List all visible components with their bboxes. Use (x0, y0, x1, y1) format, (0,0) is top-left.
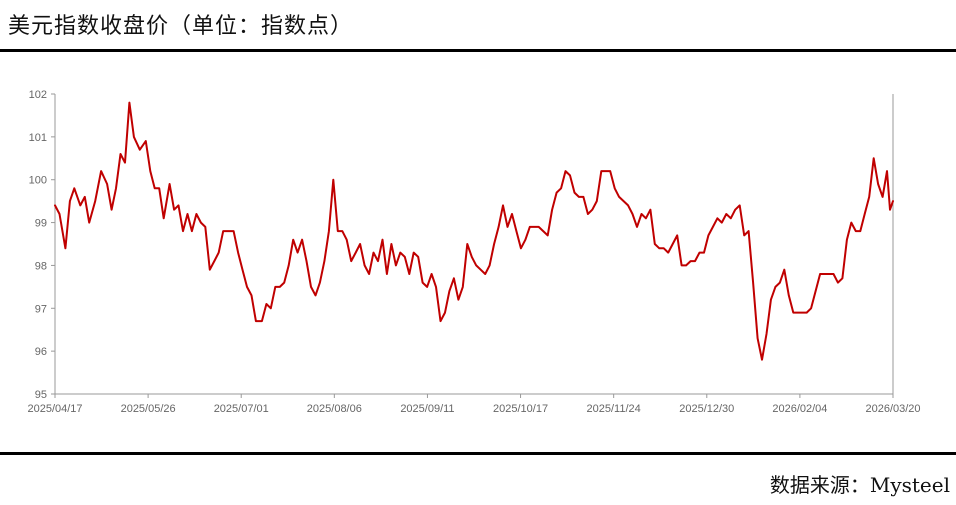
x-tick-label: 2025/10/17 (493, 403, 548, 415)
chart-title: 美元指数收盘价（单位：指数点） (8, 14, 354, 39)
bottom-divider (0, 452, 956, 455)
x-tick-label: 2025/04/17 (27, 403, 82, 415)
y-tick-label: 95 (35, 389, 47, 401)
x-tick-label: 2025/07/01 (214, 403, 269, 415)
line-chart: 95 96 97 98 99 100 101 102 2025/04/17 2025/05/26… (27, 89, 921, 415)
series-line-0 (54, 101, 894, 361)
x-tick-label: 2026/03/20 (865, 403, 920, 415)
y-tick-label: 98 (35, 260, 47, 272)
data-source: 数据来源：Mysteel (769, 473, 950, 497)
y-tick-label: 96 (35, 346, 47, 358)
chart-axes (54, 94, 894, 395)
x-tick-labels: 2025/04/17 2025/05/26 2025/07/01 2025/08/06… (27, 394, 921, 415)
series-group (54, 101, 894, 361)
y-tick-label: 102 (29, 89, 47, 101)
x-tick-label: 2025/08/06 (307, 403, 362, 415)
x-tick-label: 2025/09/11 (400, 403, 454, 415)
y-tick-labels: 95 96 97 98 99 100 101 102 (29, 89, 55, 401)
y-tick-label: 100 (29, 175, 47, 187)
x-tick-label: 2026/02/04 (772, 403, 827, 415)
y-tick-label: 97 (35, 303, 47, 315)
x-tick-label: 2025/12/30 (679, 403, 734, 415)
y-tick-label: 99 (35, 218, 47, 230)
x-tick-label: 2025/11/24 (587, 403, 641, 415)
top-divider (0, 49, 956, 52)
y-tick-label: 101 (29, 132, 47, 144)
x-tick-label: 2025/05/26 (121, 403, 176, 415)
